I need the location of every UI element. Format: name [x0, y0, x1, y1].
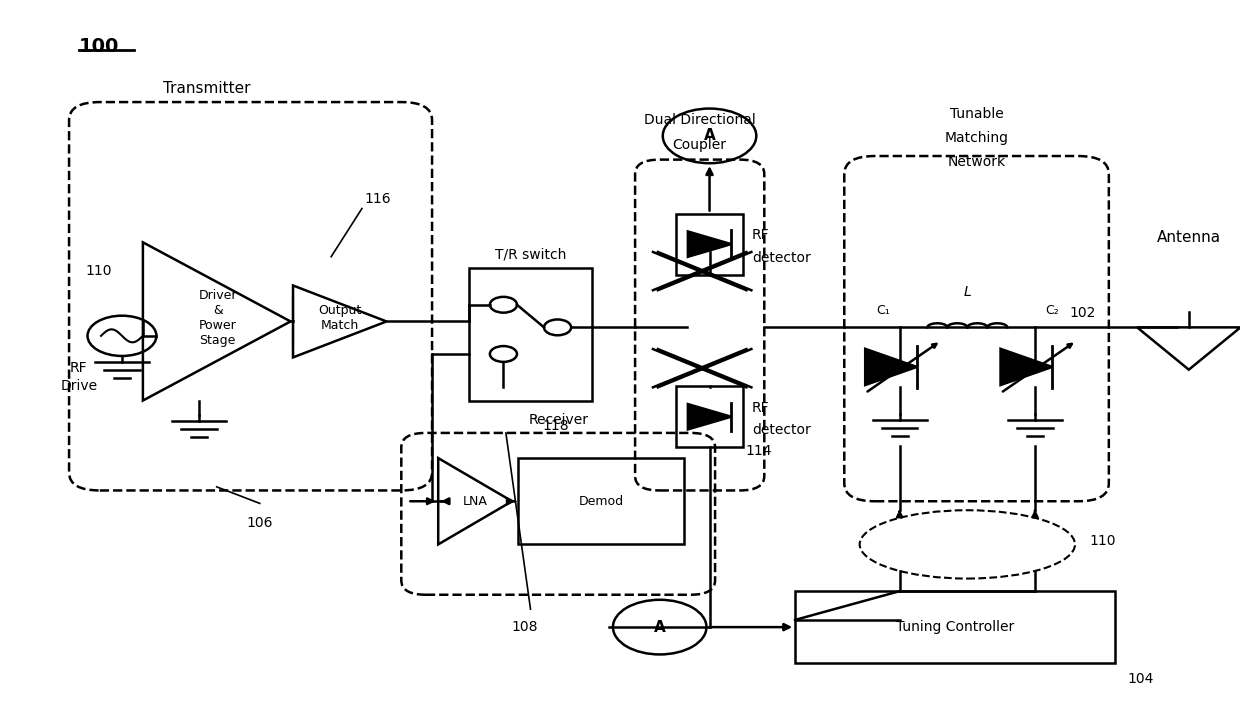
Text: 118: 118	[543, 419, 569, 432]
Bar	[518, 458, 684, 544]
Text: 100: 100	[79, 38, 119, 56]
Text: C₂: C₂	[1045, 303, 1059, 316]
Text: C₁: C₁	[875, 303, 890, 316]
Text: 108: 108	[511, 620, 538, 634]
Text: Demod: Demod	[579, 495, 624, 508]
Text: Tuning Controller: Tuning Controller	[895, 620, 1014, 634]
Polygon shape	[688, 232, 732, 257]
Text: 110: 110	[86, 264, 112, 278]
Text: A: A	[653, 619, 666, 635]
Text: RF: RF	[71, 361, 88, 375]
Text: Tunable: Tunable	[950, 108, 1003, 121]
Text: Receiver: Receiver	[528, 413, 588, 427]
Text: Network: Network	[947, 155, 1006, 169]
Text: RF: RF	[751, 228, 770, 242]
Text: 102: 102	[1069, 306, 1096, 320]
Text: 110: 110	[1090, 534, 1116, 548]
Bar	[676, 386, 743, 448]
Text: 114: 114	[745, 444, 773, 458]
Text: Output
Match: Output Match	[319, 304, 361, 332]
Text: Driver
&
Power
Stage: Driver & Power Stage	[198, 289, 237, 347]
Text: Matching: Matching	[945, 131, 1008, 145]
Text: Dual Directional: Dual Directional	[644, 113, 755, 127]
Polygon shape	[866, 349, 916, 385]
Text: A: A	[703, 129, 715, 144]
Polygon shape	[688, 404, 732, 430]
Bar	[676, 214, 743, 274]
Text: T/R switch: T/R switch	[495, 248, 567, 262]
Text: 116: 116	[365, 192, 391, 206]
Text: detector: detector	[751, 423, 811, 438]
Text: LNA: LNA	[463, 495, 487, 508]
Text: L: L	[963, 284, 971, 299]
Text: detector: detector	[751, 251, 811, 264]
Bar	[469, 268, 591, 401]
Polygon shape	[1001, 349, 1053, 385]
Text: 104: 104	[1127, 671, 1153, 686]
Text: RF: RF	[751, 401, 770, 414]
Bar	[795, 591, 1115, 663]
Text: 106: 106	[247, 516, 273, 530]
Text: Drive: Drive	[61, 379, 98, 393]
Text: Transmitter: Transmitter	[164, 82, 250, 96]
Text: Coupler: Coupler	[672, 139, 727, 152]
Text: Antenna: Antenna	[1157, 230, 1221, 245]
